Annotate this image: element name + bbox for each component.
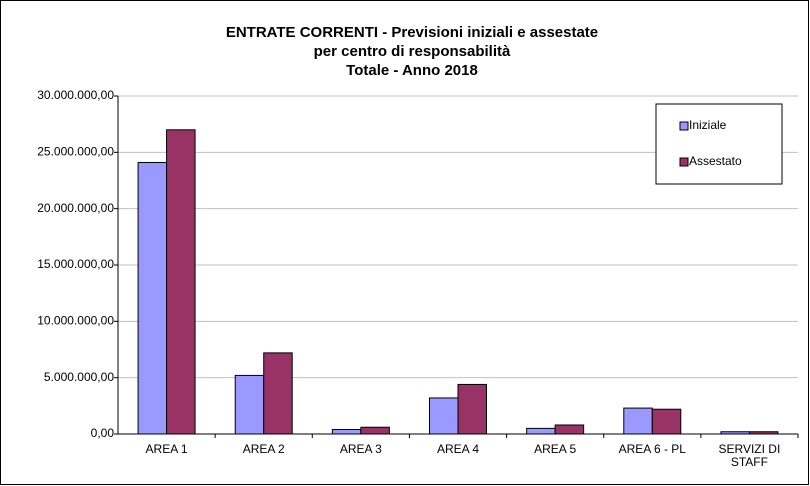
x-tick-label: AREA 5	[534, 442, 577, 456]
legend-label: Assestato	[689, 154, 742, 168]
bar	[526, 427, 556, 435]
y-tick-label: 25.000.000,00	[37, 145, 114, 159]
bar	[554, 424, 585, 435]
x-tick-label: AREA 6 - PL	[618, 442, 686, 456]
y-tick-label: 0,00	[91, 426, 115, 440]
bar	[166, 129, 196, 435]
bar	[651, 408, 682, 435]
legend-label: Iniziale	[689, 118, 727, 132]
bar	[263, 352, 293, 435]
bar	[457, 383, 487, 435]
x-tick-label: SERVIZI DI STAFF	[718, 442, 781, 469]
bar	[429, 397, 459, 435]
bar	[331, 428, 362, 435]
chart-title: per centro di responsabilità	[314, 43, 511, 60]
y-tick-label: 5.000.000,00	[44, 370, 114, 384]
y-tick-label: 10.000.000,00	[37, 314, 114, 328]
y-tick-label: 20.000.000,00	[37, 201, 114, 215]
chart-title: Totale - Anno 2018	[346, 62, 478, 79]
legend-swatch	[679, 157, 689, 167]
bar	[748, 431, 779, 435]
bar	[360, 426, 390, 435]
x-tick-label: AREA 1	[145, 442, 188, 456]
x-tick-label: AREA 4	[436, 442, 480, 456]
bar	[623, 407, 653, 435]
y-tick-label: 30.000.000,00	[37, 88, 114, 102]
bar	[720, 431, 750, 435]
chart-title: ENTRATE CORRENTI - Previsioni iniziali e…	[226, 24, 598, 41]
legend-box	[655, 103, 783, 185]
y-tick-label: 15.000.000,00	[37, 257, 114, 271]
bar	[234, 374, 265, 435]
legend-swatch	[679, 121, 689, 131]
bar	[137, 161, 168, 435]
x-tick-label: AREA 2	[242, 442, 285, 456]
x-tick-label: AREA 3	[339, 442, 382, 456]
